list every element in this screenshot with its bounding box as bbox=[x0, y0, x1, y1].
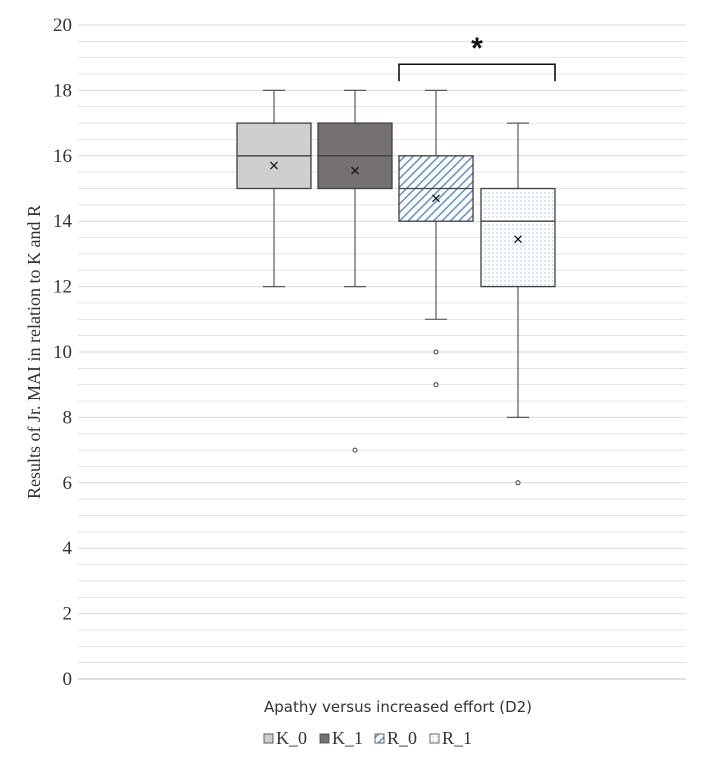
y-tick-label: 20 bbox=[53, 15, 72, 36]
legend-label: K_0 bbox=[276, 728, 307, 748]
legend-item-k-0: K_0 bbox=[263, 728, 307, 748]
mean-marker bbox=[351, 166, 359, 175]
significance-bracket bbox=[398, 63, 556, 82]
legend-swatch bbox=[374, 733, 385, 744]
y-tick-label: 14 bbox=[53, 211, 73, 232]
legend-swatch bbox=[319, 733, 330, 744]
mean-marker bbox=[270, 161, 278, 170]
y-tick-label: 4 bbox=[63, 538, 73, 559]
legend-item-r-1: R_1 bbox=[429, 728, 472, 748]
box-k-0 bbox=[236, 89, 312, 288]
y-tick-label: 2 bbox=[63, 604, 73, 625]
boxes bbox=[236, 89, 556, 486]
iqr-box bbox=[480, 187, 556, 288]
outlier-point bbox=[515, 480, 521, 486]
legend-label: K_1 bbox=[332, 728, 363, 748]
y-axis: 0 2 4 6 8 10 12 14 16 18 20 bbox=[53, 15, 73, 690]
y-tick-label: 12 bbox=[53, 277, 72, 298]
y-tick-label: 6 bbox=[63, 473, 73, 494]
legend-item-r-0: R_0 bbox=[374, 728, 417, 748]
legend-swatch bbox=[429, 733, 440, 744]
legend: K_0 K_1 R_0 R_1 bbox=[263, 728, 472, 748]
outlier-point bbox=[433, 349, 439, 355]
y-tick-label: 18 bbox=[53, 80, 72, 101]
x-axis-label: Apathy versus increased effort (D2) bbox=[264, 698, 532, 716]
mean-marker bbox=[514, 235, 522, 244]
box-k-1 bbox=[317, 89, 393, 453]
legend-swatch bbox=[263, 733, 274, 744]
box-r-1 bbox=[480, 122, 556, 486]
significance-annotation: * bbox=[398, 32, 556, 82]
y-tick-label: 16 bbox=[53, 146, 72, 167]
outlier-point bbox=[352, 447, 358, 453]
y-tick-label: 0 bbox=[63, 669, 73, 690]
y-tick-label: 10 bbox=[53, 342, 72, 363]
legend-label: R_0 bbox=[387, 728, 417, 748]
gridlines bbox=[78, 24, 686, 680]
box-r-0 bbox=[398, 89, 474, 388]
outlier-point bbox=[433, 382, 439, 388]
mean-marker bbox=[432, 194, 440, 203]
significance-star: * bbox=[471, 32, 483, 65]
y-axis-label: Results of Jr. MAI in relation to K and … bbox=[24, 205, 44, 499]
legend-item-k-1: K_1 bbox=[319, 728, 363, 748]
legend-label: R_1 bbox=[442, 728, 472, 748]
y-tick-label: 8 bbox=[63, 407, 73, 428]
